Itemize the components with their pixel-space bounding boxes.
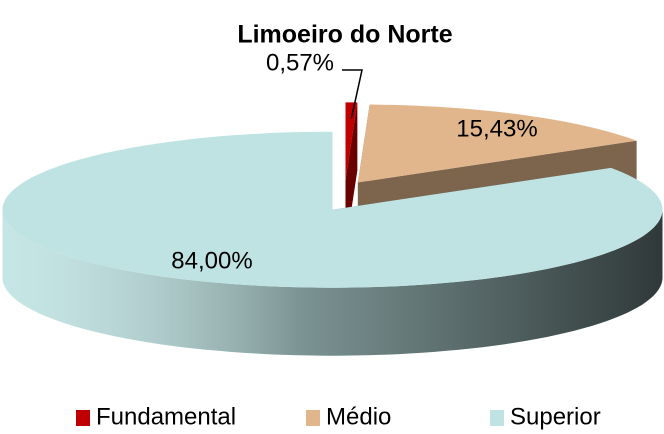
pie-slice [2, 131, 663, 288]
chart-title: Limoeiro do Norte [237, 21, 452, 49]
legend-marker [76, 410, 90, 426]
leader-line [342, 69, 363, 119]
legend-marker [306, 410, 320, 426]
slice-group: 84,00% [2, 131, 663, 356]
legend-label: Médio [326, 403, 391, 430]
pie-slice [357, 104, 637, 183]
legend-label: Superior [510, 403, 601, 430]
data-label: 0,57% [266, 49, 334, 76]
data-label: 15,43% [456, 115, 537, 142]
legend-marker [490, 410, 504, 426]
pie-slice [345, 102, 358, 181]
legend-label: Fundamental [96, 403, 236, 430]
data-label: 84,00% [171, 247, 252, 274]
slice-side-shade [2, 209, 663, 356]
